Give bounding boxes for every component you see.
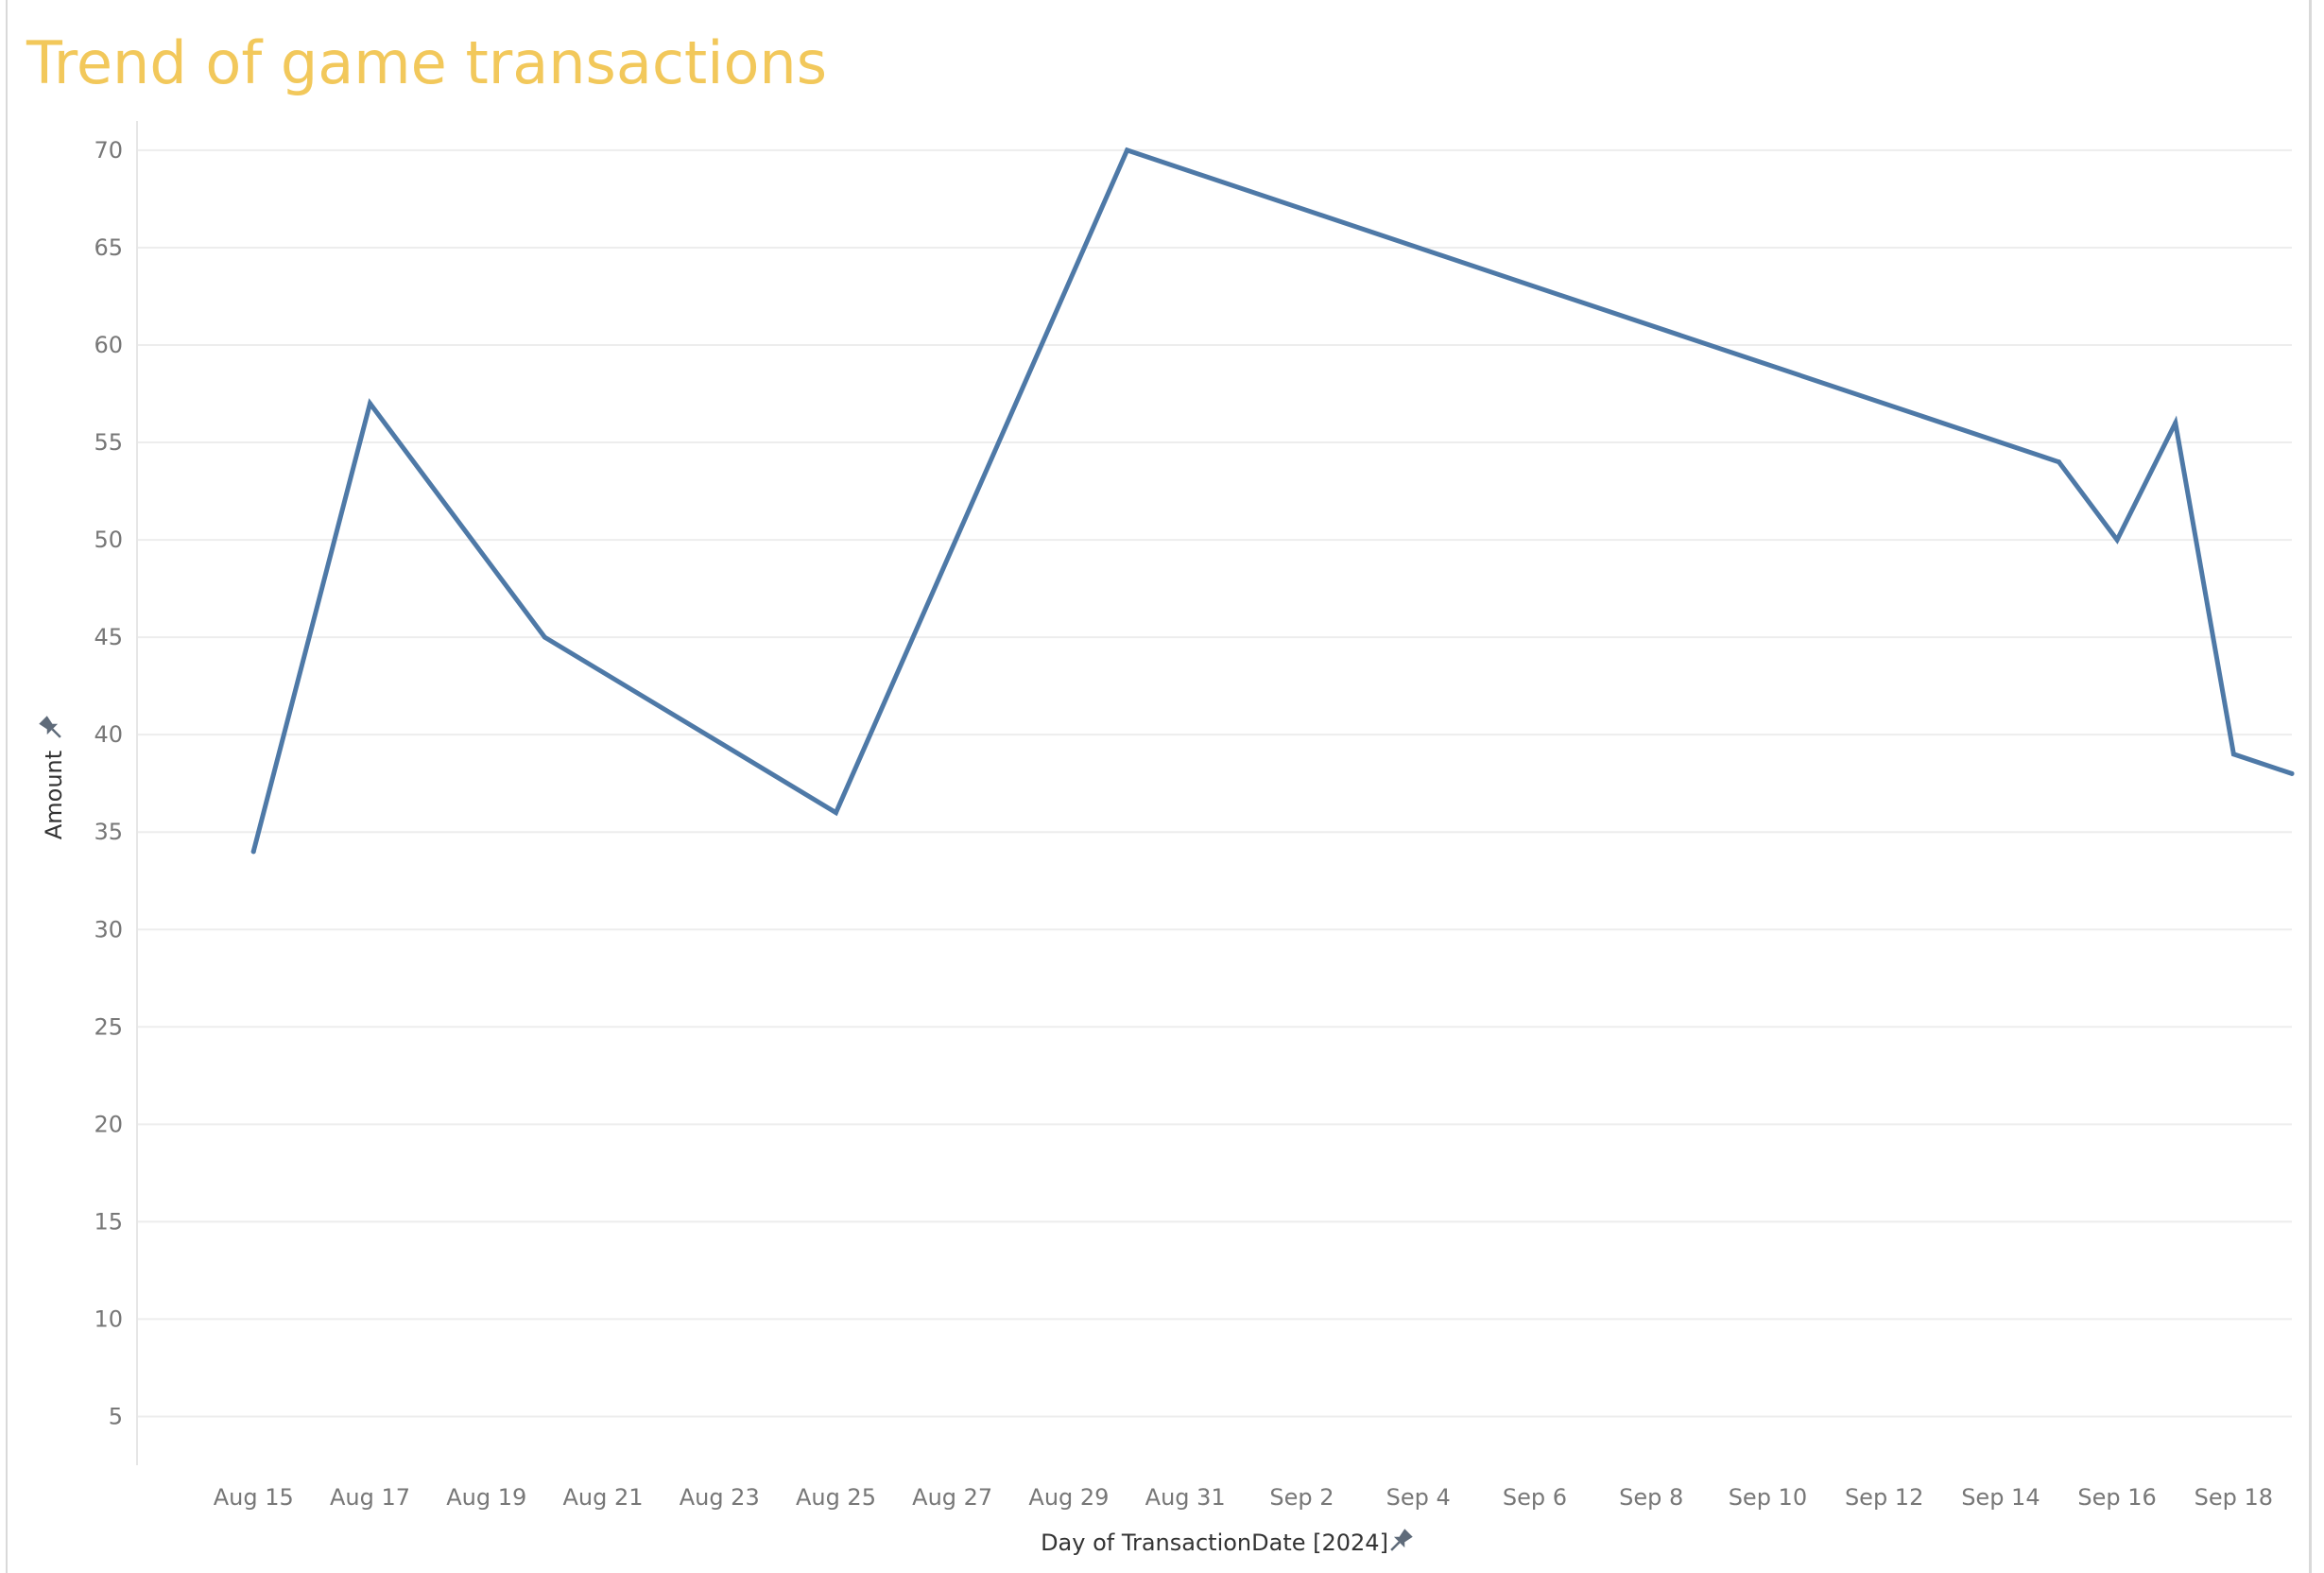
data-point xyxy=(2173,420,2178,425)
y-tick-label: 70 xyxy=(94,137,123,164)
x-tick-label: Sep 16 xyxy=(2077,1484,2156,1511)
x-tick-label: Aug 25 xyxy=(796,1484,876,1511)
y-tick-label: 25 xyxy=(94,1013,123,1040)
y-tick-label: 60 xyxy=(94,332,123,358)
y-tick-label: 15 xyxy=(94,1208,123,1235)
x-tick-label: Sep 12 xyxy=(1845,1484,1923,1511)
x-tick-label: Aug 31 xyxy=(1145,1484,1226,1511)
y-axis: 5 10 15 20 25 30 35 40 45 50 55 60 65 70 xyxy=(94,121,138,1465)
data-point xyxy=(542,634,547,640)
data-point xyxy=(2057,459,2062,465)
x-tick-label: Sep 4 xyxy=(1386,1484,1451,1511)
x-tick-label: Aug 21 xyxy=(562,1484,643,1511)
pin-icon xyxy=(39,716,61,738)
x-tick-label: Sep 2 xyxy=(1269,1484,1334,1511)
y-tick-label: 50 xyxy=(94,527,123,553)
x-tick-label: Aug 27 xyxy=(912,1484,992,1511)
x-tick-label: Sep 8 xyxy=(1619,1484,1683,1511)
x-tick-label: Aug 23 xyxy=(680,1484,760,1511)
x-tick-label: Aug 17 xyxy=(330,1484,410,1511)
series-layer xyxy=(250,147,2295,855)
y-tick-label: 20 xyxy=(94,1111,123,1137)
y-tick-label: 45 xyxy=(94,624,123,650)
data-point xyxy=(1125,147,1130,153)
x-tick-label: Aug 19 xyxy=(446,1484,526,1511)
x-tick-label: Aug 15 xyxy=(214,1484,294,1511)
gridlines xyxy=(137,148,2292,1418)
x-tick-label: Aug 29 xyxy=(1028,1484,1109,1511)
y-tick-label: 35 xyxy=(94,819,123,845)
data-point xyxy=(367,401,372,406)
x-tick-label: Sep 6 xyxy=(1503,1484,1567,1511)
y-tick-label: 5 xyxy=(109,1403,123,1429)
y-tick-label: 65 xyxy=(94,234,123,261)
data-point xyxy=(250,849,256,855)
data-point xyxy=(2114,537,2120,543)
y-tick-label: 30 xyxy=(94,916,123,942)
series-line xyxy=(250,147,2295,855)
x-tick-label: Sep 14 xyxy=(1961,1484,2040,1511)
x-tick-label: Sep 18 xyxy=(2195,1484,2273,1511)
chart-title: Trend of game transactions xyxy=(26,28,827,97)
y-axis-title: Amount xyxy=(41,751,67,839)
data-point xyxy=(2289,770,2295,776)
y-tick-label: 10 xyxy=(94,1305,123,1332)
y-tick-label: 55 xyxy=(94,429,123,456)
data-point xyxy=(833,810,838,816)
left-border xyxy=(6,0,8,1573)
x-axis: Aug 15 Aug 17 Aug 19 Aug 21 Aug 23 Aug 25 Aug … xyxy=(214,1484,2273,1511)
x-tick-label: Sep 10 xyxy=(1729,1484,1807,1511)
pin-icon xyxy=(1390,1529,1413,1551)
data-point xyxy=(2230,752,2236,757)
right-border xyxy=(2309,0,2312,1573)
y-tick-label: 40 xyxy=(94,721,123,748)
x-axis-title: Day of TransactionDate [2024] xyxy=(1041,1530,1388,1556)
axis-titles: Amount Day of TransactionDate [2024] xyxy=(39,716,1413,1556)
